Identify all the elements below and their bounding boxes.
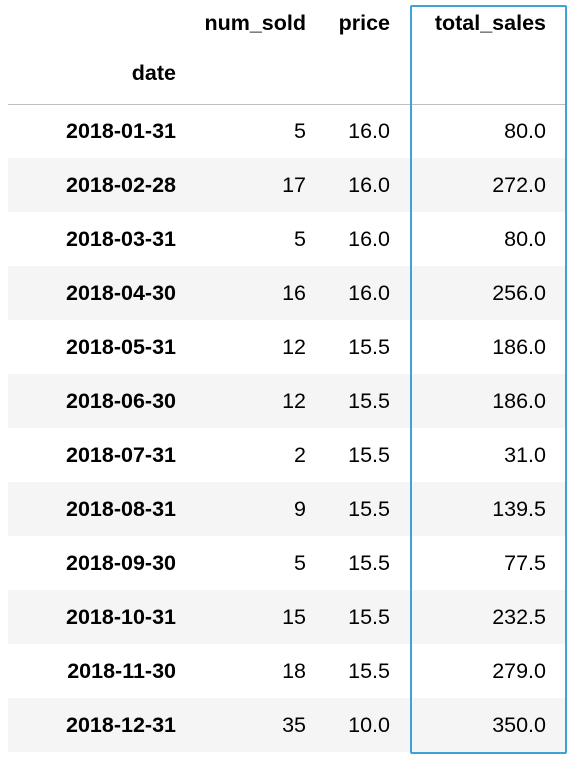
- cell-price: 16.0: [348, 118, 390, 143]
- cell-num-sold: 5: [294, 118, 306, 143]
- column-header-num-sold: num_sold: [204, 10, 306, 35]
- row-index-date: 2018-08-31: [66, 496, 176, 521]
- index-header-empty: [308, 46, 398, 104]
- cell-price: 15.5: [348, 334, 390, 359]
- table-row: 2018-11-30 18 15.5 279.0: [8, 644, 566, 698]
- cell-price: 15.5: [348, 550, 390, 575]
- table-row: 2018-03-31 5 16.0 80.0: [8, 212, 566, 266]
- row-index-date: 2018-12-31: [66, 712, 176, 737]
- row-index-date: 2018-10-31: [66, 604, 176, 629]
- cell-price: 15.5: [348, 442, 390, 467]
- cell-price: 15.5: [348, 658, 390, 683]
- cell-num-sold: 18: [282, 658, 306, 683]
- cell-num-sold: 16: [282, 280, 306, 305]
- cell-num-sold: 5: [294, 550, 306, 575]
- cell-num-sold: 2: [294, 442, 306, 467]
- table-row: 2018-12-31 35 10.0 350.0: [8, 698, 566, 752]
- cell-num-sold: 9: [294, 496, 306, 521]
- cell-num-sold: 12: [282, 334, 306, 359]
- cell-price: 16.0: [348, 172, 390, 197]
- dataframe-table: num_sold price total_sales date 2018-01-…: [8, 0, 566, 752]
- cell-total-sales: 77.5: [504, 550, 546, 575]
- cell-price: 15.5: [348, 604, 390, 629]
- index-header-row: date: [8, 46, 566, 104]
- table-row: 2018-10-31 15 15.5 232.5: [8, 590, 566, 644]
- cell-price: 15.5: [348, 388, 390, 413]
- cell-total-sales: 80.0: [504, 118, 546, 143]
- table-header: num_sold price total_sales date: [8, 0, 566, 104]
- cell-total-sales: 186.0: [492, 388, 546, 413]
- cell-price: 16.0: [348, 226, 390, 251]
- cell-price: 15.5: [348, 496, 390, 521]
- table-body: 2018-01-31 5 16.0 80.0 2018-02-28 17 16.…: [8, 104, 566, 752]
- column-header-row: num_sold price total_sales: [8, 0, 566, 46]
- cell-price: 16.0: [348, 280, 390, 305]
- cell-total-sales: 350.0: [492, 712, 546, 737]
- row-index-date: 2018-05-31: [66, 334, 176, 359]
- cell-total-sales: 279.0: [492, 658, 546, 683]
- table-row: 2018-07-31 2 15.5 31.0: [8, 428, 566, 482]
- table-row: 2018-02-28 17 16.0 272.0: [8, 158, 566, 212]
- cell-total-sales: 186.0: [492, 334, 546, 359]
- row-index-date: 2018-07-31: [66, 442, 176, 467]
- cell-price: 10.0: [348, 712, 390, 737]
- index-header-empty: [176, 46, 308, 104]
- row-index-date: 2018-03-31: [66, 226, 176, 251]
- column-header-total-sales: total_sales: [434, 10, 546, 35]
- row-index-date: 2018-04-30: [66, 280, 176, 305]
- table-row: 2018-01-31 5 16.0 80.0: [8, 104, 566, 158]
- cell-total-sales: 139.5: [492, 496, 546, 521]
- row-index-date: 2018-06-30: [66, 388, 176, 413]
- row-index-date: 2018-11-30: [67, 658, 176, 683]
- table-row: 2018-04-30 16 16.0 256.0: [8, 266, 566, 320]
- column-header-price: price: [338, 10, 390, 35]
- header-corner: [8, 0, 176, 46]
- row-index-date: 2018-02-28: [66, 172, 176, 197]
- index-header-empty: [398, 46, 566, 104]
- cell-total-sales: 232.5: [492, 604, 546, 629]
- table-row: 2018-06-30 12 15.5 186.0: [8, 374, 566, 428]
- table-row: 2018-09-30 5 15.5 77.5: [8, 536, 566, 590]
- cell-num-sold: 5: [294, 226, 306, 251]
- cell-total-sales: 256.0: [492, 280, 546, 305]
- row-index-date: 2018-01-31: [66, 118, 176, 143]
- cell-num-sold: 15: [282, 604, 306, 629]
- cell-num-sold: 35: [282, 712, 306, 737]
- table-row: 2018-08-31 9 15.5 139.5: [8, 482, 566, 536]
- table-row: 2018-05-31 12 15.5 186.0: [8, 320, 566, 374]
- cell-total-sales: 272.0: [492, 172, 546, 197]
- cell-total-sales: 80.0: [504, 226, 546, 251]
- cell-total-sales: 31.0: [504, 442, 546, 467]
- cell-num-sold: 12: [282, 388, 306, 413]
- index-name: date: [131, 61, 176, 86]
- row-index-date: 2018-09-30: [66, 550, 176, 575]
- cell-num-sold: 17: [282, 172, 306, 197]
